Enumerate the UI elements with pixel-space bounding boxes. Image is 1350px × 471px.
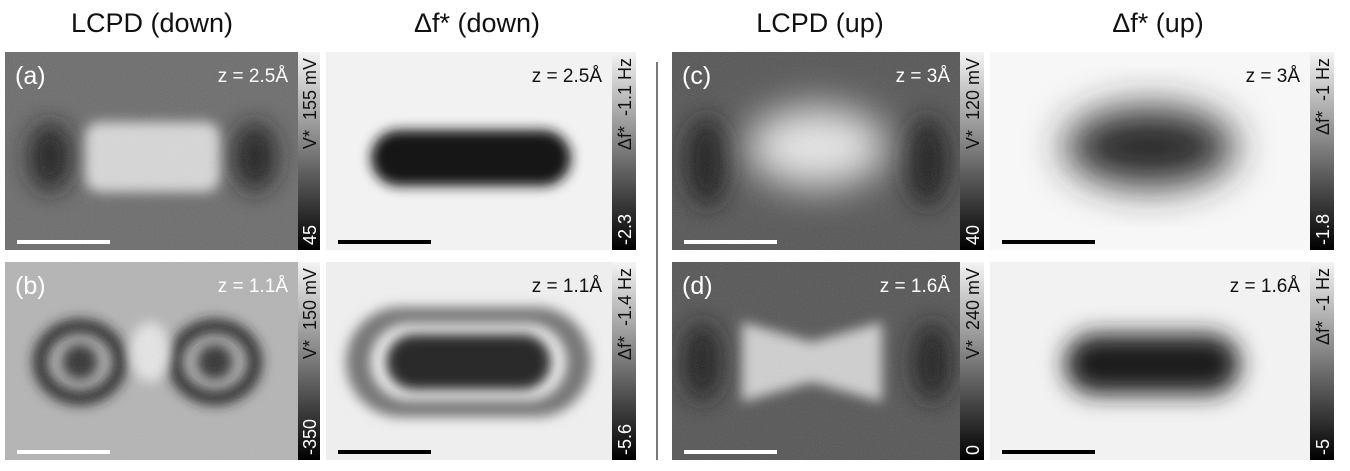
colorbar-max: -1.4 Hz [615,268,635,326]
colorbar-symbol: Δf* [615,126,635,150]
panel-label: (c) [682,62,711,90]
image-panel [672,52,960,250]
colorbar-top-label: V* 150 mV [300,268,320,359]
colorbar-top-label: V* 240 mV [963,268,983,359]
column-header: LCPD (down) [71,8,233,38]
colorbar-max: 240 mV [963,268,983,330]
colorbar-max: -1 Hz [1313,268,1333,311]
colorbar-max: 150 mV [300,268,320,330]
image-panel [326,52,612,250]
colorbar-min: -1.8 [1313,214,1333,245]
colorbar [298,52,320,250]
height-label: z = 2.5Å [532,66,603,87]
colorbar-min: -5 [1313,439,1333,455]
column-header: Δf* (up) [1112,8,1204,38]
colorbar-symbol: V* [963,340,983,359]
column-header: Δf* (down) [414,8,540,38]
image-panel [672,262,960,460]
colorbar-symbol: Δf* [1313,111,1333,135]
colorbar-symbol: V* [963,130,983,149]
image-panel [990,262,1310,460]
colorbar-symbol: Δf* [615,336,635,360]
height-label: z = 2.5Å [218,66,289,87]
colorbar-top-label: V* 155 mV [300,58,320,149]
height-label: z = 1.6Å [1230,276,1301,297]
panel-label: (a) [15,62,46,90]
colorbar-max: 155 mV [300,58,320,120]
height-label: z = 1.6Å [880,276,951,297]
colorbar [612,262,636,460]
height-label: z = 1.1Å [532,276,603,297]
colorbar-min: -350 [300,419,320,455]
colorbar [298,262,320,460]
colorbar-min: 45 [300,225,320,245]
height-label: z = 3Å [896,66,951,87]
colorbar-top-label: Δf* -1.1 Hz [615,58,635,150]
colorbar [1310,262,1334,460]
column-header: LCPD (up) [756,8,884,38]
image-panel [5,52,298,250]
colorbar-min: -5.6 [615,424,635,455]
colorbar-max: -1.1 Hz [615,58,635,116]
image-panel [5,262,298,460]
panel-label: (b) [15,272,46,300]
colorbar-min: -2.3 [615,214,635,245]
colorbar [612,52,636,250]
colorbar-min: 0 [963,445,983,455]
height-label: z = 3Å [1246,66,1301,87]
colorbar-top-label: Δf* -1 Hz [1313,58,1333,135]
colorbar-symbol: Δf* [1313,321,1333,345]
colorbar-top-label: Δf* -1 Hz [1313,268,1333,345]
height-label: z = 1.1Å [218,276,289,297]
colorbar [960,262,984,460]
colorbar-min: 40 [963,225,983,245]
colorbar-symbol: V* [300,340,320,359]
colorbar-symbol: V* [300,130,320,149]
colorbar-top-label: V* 120 mV [963,58,983,149]
panel-label: (d) [682,272,713,300]
colorbar-max: -1 Hz [1313,58,1333,101]
colorbar [960,52,984,250]
colorbar-top-label: Δf* -1.4 Hz [615,268,635,360]
colorbar [1310,52,1334,250]
image-panel [990,52,1310,250]
image-panel [326,262,612,460]
colorbar-max: 120 mV [963,58,983,120]
